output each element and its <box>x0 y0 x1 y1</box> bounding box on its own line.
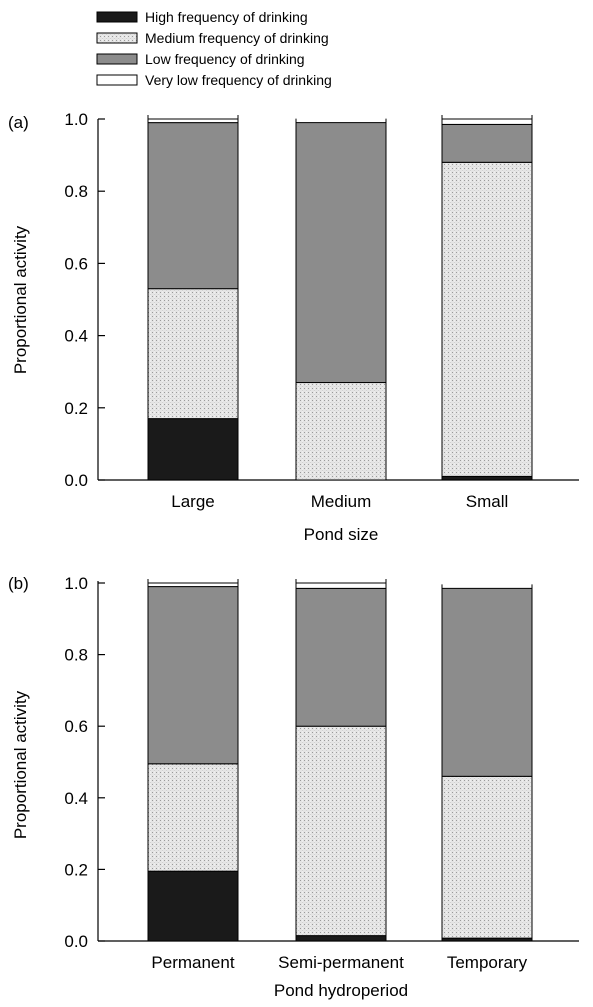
bars-a <box>147 115 533 481</box>
bar-segment-low <box>147 586 239 765</box>
legend: High frequency of drinking Medium freque… <box>96 9 332 88</box>
x-tick-label: Large <box>171 492 214 511</box>
y-tick-label: 0.4 <box>64 327 88 346</box>
y-tick-label: 0.8 <box>64 182 88 201</box>
bar-segment-low <box>147 122 239 290</box>
bar-segment-medium <box>295 725 387 937</box>
y-tick-label: 0.0 <box>64 932 88 951</box>
x-tick-label: Medium <box>311 492 371 511</box>
legend-label-low: Low frequency of drinking <box>145 51 305 67</box>
bar-segment-low <box>295 587 387 727</box>
ylabel-a: Proportional activity <box>11 225 30 374</box>
panel-b: (b) Proportional activity Pond hydroperi… <box>8 574 579 1000</box>
x-tick-label: Semi-permanent <box>278 953 404 972</box>
legend-swatch-verylow <box>96 74 138 86</box>
legend-label-medium: Medium frequency of drinking <box>145 30 329 46</box>
panel-label-a: (a) <box>8 113 29 132</box>
bar-segment-high <box>147 870 239 942</box>
y-ticks-b: 0.0 0.2 0.4 0.6 0.8 1.0 <box>64 574 105 951</box>
legend-item-medium: Medium frequency of drinking <box>96 30 329 46</box>
y-ticks-a: 0.0 0.2 0.4 0.6 0.8 1.0 <box>64 110 105 490</box>
bars-b <box>147 579 533 942</box>
ylabel-b: Proportional activity <box>11 690 30 839</box>
legend-swatch-medium <box>96 32 138 44</box>
bar-segment-medium <box>147 763 239 872</box>
y-tick-label: 1.0 <box>64 110 88 129</box>
bar-segment-medium <box>441 161 533 477</box>
legend-swatch-high <box>96 11 138 23</box>
bar-segment-low <box>441 123 533 163</box>
legend-label-high: High frequency of drinking <box>145 9 308 25</box>
x-tick-labels-a: Large Medium Small <box>171 492 508 511</box>
legend-label-verylow: Very low frequency of drinking <box>145 72 332 88</box>
bar-segment-low <box>295 122 387 384</box>
x-tick-label: Small <box>466 492 509 511</box>
legend-item-low: Low frequency of drinking <box>96 51 305 67</box>
bar-segment-medium <box>147 288 239 420</box>
legend-item-verylow: Very low frequency of drinking <box>96 72 332 88</box>
bar-segment-medium <box>441 775 533 939</box>
y-tick-label: 0.2 <box>64 860 88 879</box>
bar-segment-high <box>441 475 533 481</box>
bar-segment-high <box>147 418 239 481</box>
legend-item-high: High frequency of drinking <box>96 9 308 25</box>
bar-segment-verylow <box>295 582 387 589</box>
bar-segment-high <box>295 935 387 942</box>
x-tick-label: Temporary <box>447 953 528 972</box>
bar-segment-verylow <box>441 118 533 125</box>
panel-label-b: (b) <box>8 574 29 593</box>
x-tick-labels-b: Permanent Semi-permanent Temporary <box>151 953 527 972</box>
y-tick-label: 1.0 <box>64 574 88 593</box>
y-tick-label: 0.0 <box>64 471 88 490</box>
y-tick-label: 0.8 <box>64 646 88 665</box>
bar-segment-verylow <box>147 582 239 588</box>
x-tick-label: Permanent <box>151 953 234 972</box>
y-tick-label: 0.2 <box>64 399 88 418</box>
y-tick-label: 0.4 <box>64 789 88 808</box>
y-tick-label: 0.6 <box>64 254 88 273</box>
panel-a: (a) Proportional activity Pond size 0.00… <box>8 110 579 544</box>
xlabel-b: Pond hydroperiod <box>274 981 408 1000</box>
bar-segment-medium <box>295 382 387 481</box>
bar-segment-low <box>441 587 533 777</box>
xlabel-a: Pond size <box>304 525 379 544</box>
legend-swatch-low <box>96 53 138 65</box>
bar-segment-verylow <box>147 118 239 124</box>
y-tick-label: 0.6 <box>64 717 88 736</box>
